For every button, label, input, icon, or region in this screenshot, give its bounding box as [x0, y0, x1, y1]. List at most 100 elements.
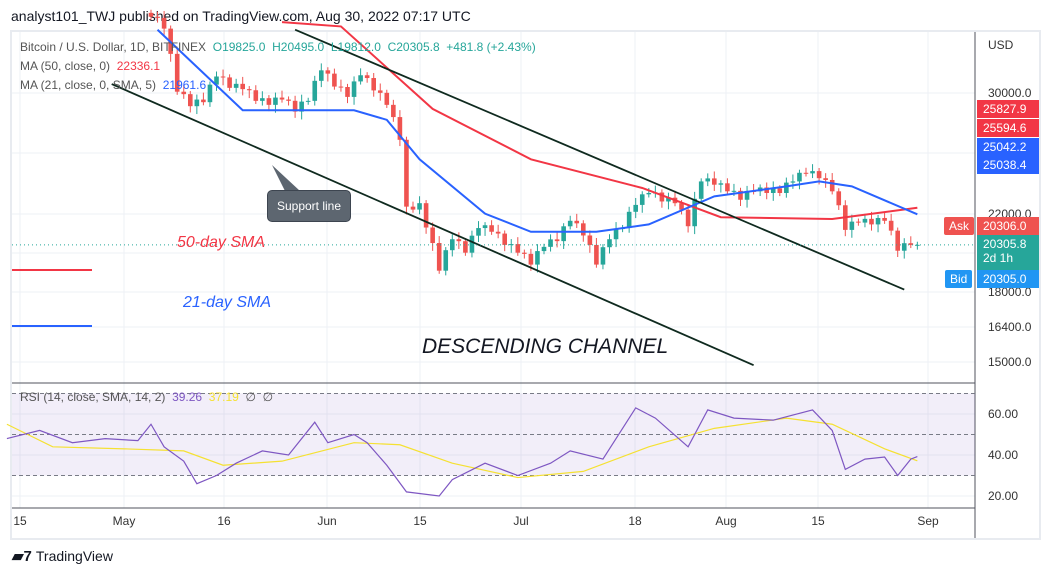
candle-body: [201, 99, 206, 103]
rsi-legend[interactable]: RSI (14, close, SMA, 14, 2) 39.26 37.19 …: [20, 390, 273, 404]
candle-body: [279, 97, 285, 100]
chart-frame[interactable]: [10, 30, 1041, 540]
candle-body: [371, 78, 376, 91]
candle-body: [410, 206, 416, 210]
channel-annotation[interactable]: DESCENDING CHANNEL: [422, 335, 669, 358]
candle-body: [273, 97, 278, 105]
candle-body: [797, 172, 802, 182]
price-tick: 15000.0: [988, 355, 1032, 369]
candle-body: [377, 90, 383, 93]
candle-body: [738, 190, 743, 200]
bid-tag: Bid: [945, 270, 973, 288]
time-tick: May: [112, 514, 136, 528]
candle-body: [508, 244, 514, 246]
time-tick: 18: [628, 514, 642, 528]
candle-body: [476, 228, 481, 236]
candle-body: [194, 99, 200, 107]
candle-body: [397, 117, 403, 140]
ma50-price-label: 25827.9: [977, 100, 1039, 118]
rsi-extra-1: ∅: [245, 390, 256, 404]
candle-body: [456, 239, 462, 242]
candle-body: [207, 84, 213, 103]
candle-body: [901, 243, 907, 251]
price-tick: 30000.0: [988, 86, 1032, 100]
candle-body: [417, 203, 422, 210]
candle-body: [856, 221, 861, 223]
candle-body: [692, 198, 697, 227]
candle-body: [246, 89, 252, 91]
candle-body: [220, 76, 226, 78]
ma50-line: [281, 21, 918, 220]
rsi-value: 39.26: [172, 390, 203, 404]
candle-body: [567, 220, 573, 227]
candle-body: [646, 192, 652, 195]
candle-body: [849, 221, 855, 230]
candle-body: [581, 223, 586, 236]
ma50-label: MA (50, close, 0): [20, 59, 111, 73]
bid-price-label: 20305.0: [977, 270, 1039, 288]
candle-body: [607, 239, 612, 248]
last-price-label: 20305.8 2d 1h: [977, 235, 1039, 271]
ma21-line: [156, 28, 918, 233]
candle-body: [351, 81, 357, 97]
candle-body: [436, 243, 442, 271]
ma21-price-label: 25042.2: [977, 138, 1039, 156]
candle-body: [338, 86, 344, 88]
candle-body: [574, 220, 580, 224]
candle-body: [358, 75, 363, 82]
rsi-band: [12, 393, 975, 476]
candle-body: [770, 188, 776, 193]
candle-body: [181, 91, 187, 95]
candle-body: [764, 187, 769, 193]
open-value: O19825.0: [212, 40, 266, 54]
candle-body: [214, 76, 219, 85]
candle-body: [915, 244, 920, 246]
bar-countdown: 2d 1h: [983, 251, 1014, 265]
ma21-legend[interactable]: MA (21, close, 0, SMA, 5) 21961.6: [20, 78, 206, 92]
symbol-label: Bitcoin / U.S. Dollar, 1D, BITFINEX: [20, 40, 207, 54]
time-tick: Aug: [715, 514, 737, 528]
candle-body: [266, 98, 272, 105]
tv-logo-icon: ▰7: [12, 548, 32, 565]
candle-body: [528, 253, 534, 265]
candle-body: [174, 53, 180, 92]
change-value: +481.8 (+2.43%): [446, 40, 536, 54]
candle-body: [319, 70, 324, 81]
time-tick: Sep: [917, 514, 939, 528]
ma21-label: MA (21, close, 0, SMA, 5): [20, 78, 157, 92]
close-value: C20305.8: [387, 40, 440, 54]
candle-body: [240, 83, 245, 90]
symbol-legend: Bitcoin / U.S. Dollar, 1D, BITFINEX O198…: [20, 40, 536, 54]
rsi-tick: 40.00: [988, 448, 1019, 462]
sma21-annotation[interactable]: 21-day SMA: [183, 294, 272, 311]
rsi-tick: 20.00: [988, 489, 1019, 503]
candle-body: [633, 204, 638, 212]
candle-body: [548, 239, 553, 247]
candle-body: [639, 194, 645, 205]
candle-body: [725, 183, 730, 192]
ma50-legend[interactable]: MA (50, close, 0) 22336.1: [20, 59, 160, 73]
candle-body: [731, 190, 737, 192]
ma50-price-label: 25594.6: [977, 119, 1039, 137]
candle-body: [895, 230, 900, 251]
candle-body: [829, 179, 835, 192]
tradingview-logo[interactable]: ▰7 TradingView: [12, 547, 113, 565]
callout-pointer: [272, 165, 300, 191]
rsi-sma-value: 37.19: [208, 390, 239, 404]
candle-body: [227, 77, 232, 88]
candle-body: [404, 139, 409, 207]
candle-body: [659, 192, 665, 202]
rsi-extra-2: ∅: [262, 390, 274, 404]
price-tick: 18000.0: [988, 285, 1032, 299]
support-line-callout[interactable]: Support line: [267, 190, 351, 222]
candle-body: [810, 171, 815, 174]
candle-body: [613, 229, 619, 240]
candle-body: [443, 250, 449, 271]
candle-body: [882, 217, 887, 221]
candle-body: [391, 104, 396, 118]
sma50-annotation[interactable]: 50-day SMA: [177, 234, 266, 251]
candle-body: [332, 73, 337, 87]
candle-body: [777, 188, 783, 193]
candle-body: [384, 92, 390, 105]
